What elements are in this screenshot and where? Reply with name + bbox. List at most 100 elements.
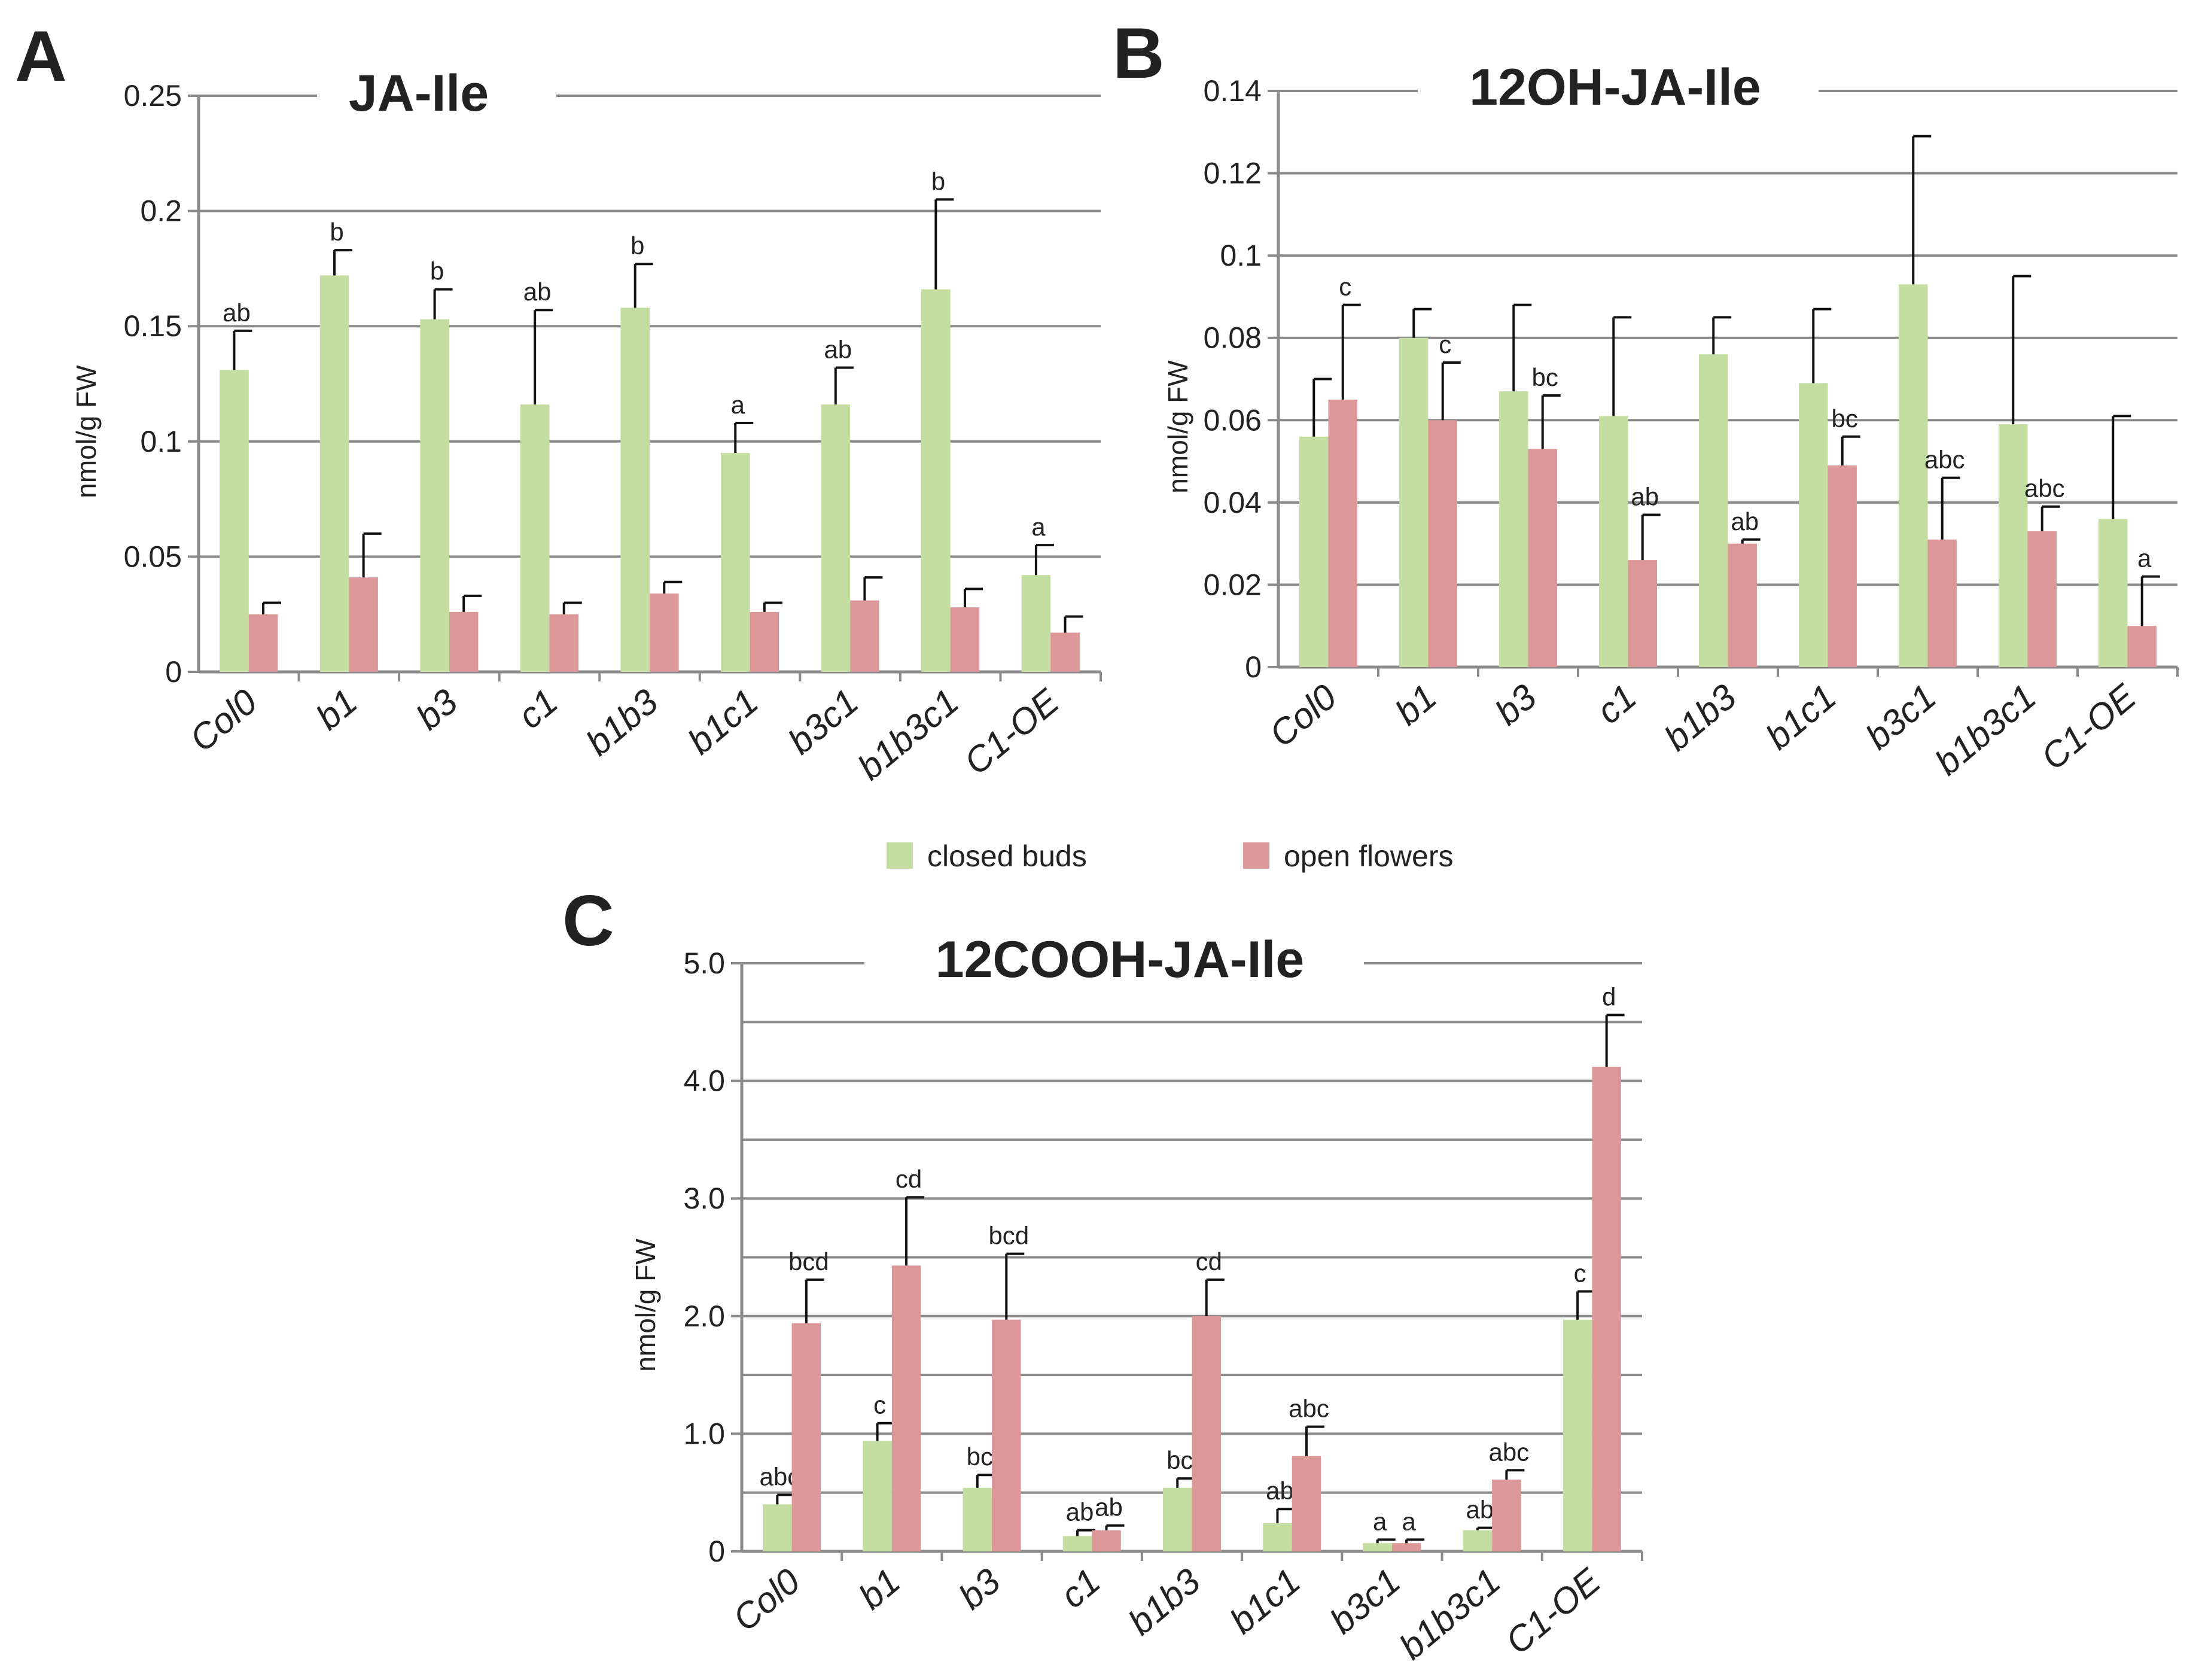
bar-open-flowers (850, 600, 879, 672)
legend: closed buds open flowers (887, 839, 1454, 873)
significance-label: c (873, 1391, 886, 1419)
y-tick-label: 1.0 (683, 1417, 725, 1450)
category-label: b3c1 (781, 681, 866, 762)
y-tick-label: 0.1 (1220, 239, 1262, 272)
significance-label: cd (896, 1165, 922, 1193)
bar-closed-buds (620, 308, 650, 672)
y-tick-label: 0.08 (1204, 321, 1262, 355)
significance-label: ab (523, 278, 552, 306)
significance-label: bc (1532, 363, 1558, 391)
bar-closed-buds (319, 275, 349, 672)
bar-closed-buds (220, 370, 249, 672)
bar-closed-buds (2099, 519, 2128, 667)
y-tick-label: 0.12 (1204, 157, 1262, 190)
bar-closed-buds (420, 319, 449, 672)
y-tick-label: 5.0 (683, 946, 725, 980)
category-label: Col0 (182, 681, 265, 760)
y-tick-label: 0.02 (1204, 568, 1262, 601)
category-label: c1 (1589, 677, 1644, 732)
legend-label-open-flowers: open flowers (1284, 839, 1454, 873)
panel-letter: B (1113, 13, 1165, 93)
category-label: b1b3c1 (1392, 1561, 1508, 1667)
bar-open-flowers (1192, 1316, 1221, 1551)
bar-closed-buds (1799, 383, 1828, 667)
y-tick-label: 0 (1245, 650, 1262, 684)
y-axis-label: nmol/g FW (1162, 360, 1193, 494)
bar-closed-buds (1699, 354, 1728, 667)
bar-closed-buds (1499, 391, 1528, 667)
significance-label: abc (1489, 1438, 1530, 1466)
bar-open-flowers (1292, 1456, 1321, 1551)
y-tick-label: 0.04 (1204, 486, 1262, 519)
bar-open-flowers (1428, 420, 1457, 667)
bar-closed-buds (720, 453, 750, 672)
bar-open-flowers (1927, 539, 1957, 667)
significance-label: abc (1924, 446, 1965, 474)
category-label: Col0 (725, 1561, 808, 1639)
bar-closed-buds (1062, 1536, 1092, 1551)
significance-label: ab (1266, 1477, 1294, 1505)
category-label: b1c1 (680, 681, 766, 762)
bar-closed-buds (1599, 416, 1628, 667)
bar-open-flowers (1391, 1543, 1421, 1551)
category-label: b1b3 (1121, 1561, 1208, 1643)
significance-label: bc (1832, 404, 1858, 433)
category-label: b3 (409, 681, 465, 738)
bar-closed-buds (1399, 337, 1429, 667)
y-tick-label: 2.0 (683, 1299, 725, 1333)
category-label: b3 (951, 1561, 1007, 1617)
bar-closed-buds (821, 404, 851, 672)
significance-label: ab (223, 299, 251, 327)
y-axis-label: nmol/g FW (71, 365, 102, 498)
significance-label: cd (1196, 1247, 1222, 1276)
bar-open-flowers (1728, 543, 1757, 667)
y-tick-label: 0 (708, 1535, 725, 1568)
category-label: b1b3 (1657, 677, 1744, 759)
panel-title: 12COOH-JA-Ile (936, 931, 1305, 988)
category-label: b1b3c1 (1927, 677, 2043, 783)
significance-label: bc (967, 1442, 993, 1471)
bar-closed-buds (921, 289, 951, 672)
category-label: b1 (308, 681, 364, 738)
bar-open-flowers (1328, 399, 1357, 667)
legend-swatch-closed-buds (887, 842, 913, 869)
legend-label-closed-buds: closed buds (927, 839, 1087, 873)
significance-label: bc (1167, 1446, 1193, 1474)
y-tick-label: 0.1 (140, 425, 182, 458)
category-label: b3c1 (1323, 1561, 1408, 1642)
bar-closed-buds (1299, 436, 1329, 667)
y-tick-label: 0.15 (124, 309, 182, 343)
significance-label: b (430, 257, 444, 285)
bar-closed-buds (1563, 1319, 1592, 1551)
significance-label: a (1402, 1507, 1417, 1535)
bar-closed-buds (1363, 1543, 1392, 1551)
panel-title: 12OH-JA-Ile (1469, 59, 1761, 116)
bar-closed-buds (963, 1487, 992, 1551)
bar-closed-buds (1463, 1530, 1493, 1551)
bar-closed-buds (1021, 575, 1051, 672)
bar-open-flowers (248, 614, 278, 672)
bar-closed-buds (1999, 424, 2028, 667)
category-label: b1b3 (578, 681, 665, 763)
bar-closed-buds (1263, 1523, 1292, 1551)
significance-label: c (1439, 330, 1451, 358)
significance-label: b (330, 218, 343, 246)
significance-label: abc (1289, 1395, 1329, 1423)
category-label: C1-OE (957, 681, 1067, 783)
bar-open-flowers (2027, 531, 2057, 667)
bar-closed-buds (863, 1441, 892, 1551)
bar-closed-buds (520, 404, 550, 672)
bar-open-flowers (650, 594, 679, 672)
panel-letter: A (15, 16, 67, 96)
significance-label: d (1602, 983, 1616, 1011)
bar-open-flowers (891, 1265, 921, 1551)
category-label: b1b3c1 (850, 681, 966, 788)
significance-label: a (2137, 544, 2152, 573)
y-axis-label: nmol/g FW (630, 1238, 661, 1372)
category-label: b3c1 (1858, 677, 1944, 757)
bar-closed-buds (1899, 284, 1928, 667)
category-label: b1 (851, 1561, 907, 1617)
significance-label: b (931, 167, 945, 195)
bar-open-flowers (2127, 626, 2157, 667)
